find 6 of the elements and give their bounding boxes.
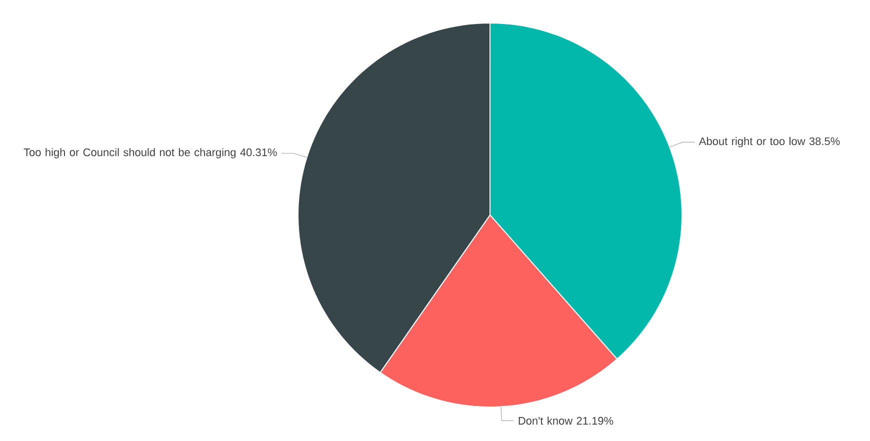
slice-label: About right or too low: [698, 137, 806, 148]
slice-label: Too high or Council should not be charging: [24, 148, 236, 158]
data-label: 38.5%: [809, 137, 840, 146]
data-label: 40.31%: [240, 148, 277, 156]
slice-label: Don't know: [518, 416, 573, 425]
data-label: 21.19%: [576, 416, 614, 425]
